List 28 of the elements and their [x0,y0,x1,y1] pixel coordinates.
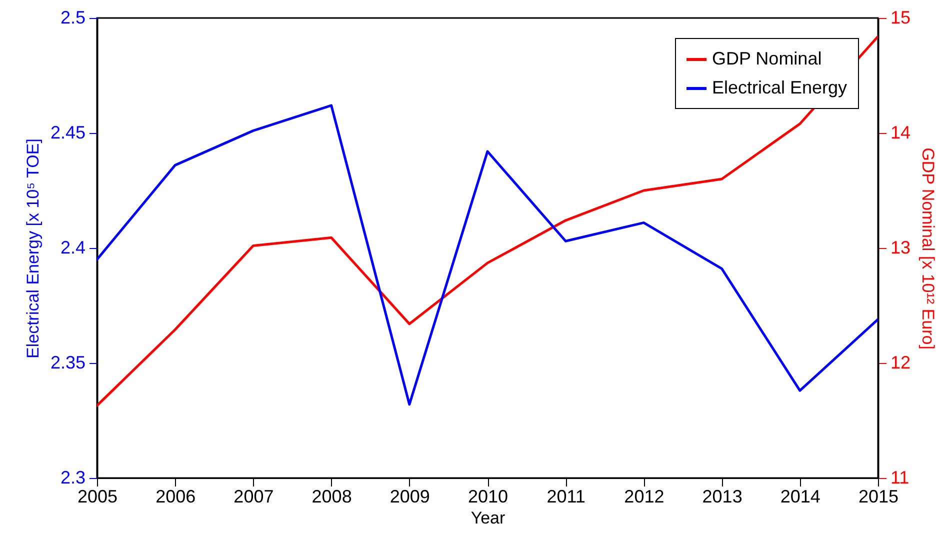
x-tick-label: 2007 [234,486,274,506]
y-tick-label: 2.45 [50,122,86,142]
x-tick-label: 2011 [546,486,586,506]
x-axis-title: Year [470,508,506,528]
y2-tick-label: 13 [890,238,911,258]
x-tick-label: 2015 [858,486,899,506]
legend-label: Electrical Energy [712,78,848,98]
line-series [97,104,878,406]
y2-tick-label: 15 [890,8,911,28]
y2-axis-title: GDP Nominal [x 10¹² Euro] [918,148,938,350]
y2-tick-label: 14 [890,122,911,142]
y-axis-title: Electrical Energy [x 10⁵ TOE] [23,138,42,358]
x-tick-label: 2014 [780,486,820,506]
y-tick-label: 2.4 [60,238,86,258]
y-tick-label: 2.35 [50,352,86,372]
y-tick-label: 2.5 [60,8,86,28]
y2-tick-label: 11 [890,468,910,488]
x-tick-label: 2010 [468,486,508,506]
y-tick-label: 2.3 [60,468,86,488]
x-tick-label: 2013 [702,486,742,506]
x-tick-label: 2012 [624,486,664,506]
x-tick-label: 2005 [77,486,118,506]
x-tick-label: 2006 [156,486,196,506]
line-series [97,35,878,407]
x-tick-label: 2009 [390,486,430,506]
y2-tick-label: 12 [890,352,911,372]
x-tick-label: 2008 [312,486,352,506]
legend-label: GDP Nominal [712,48,822,68]
